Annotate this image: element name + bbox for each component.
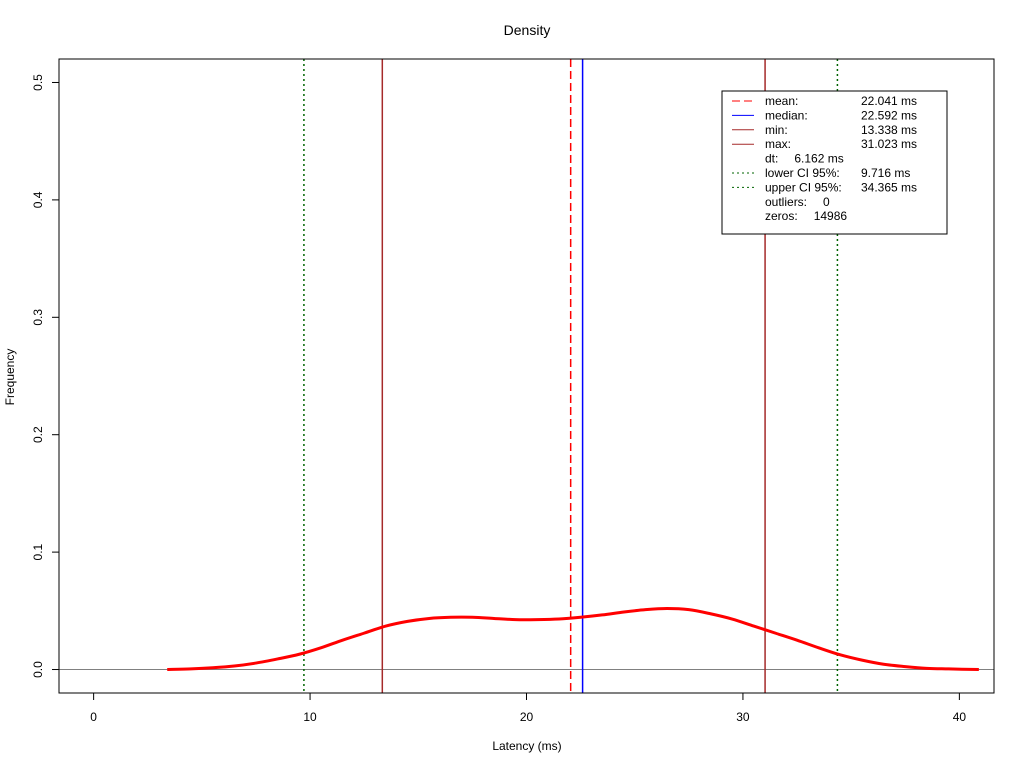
x-tick-label: 10 <box>303 710 317 724</box>
legend-value: 22.041 ms <box>861 94 917 108</box>
y-tick-label: 0.0 <box>31 661 45 678</box>
x-axis: 0 10 20 30 40 <box>90 692 967 724</box>
legend-value: 34.365 ms <box>861 180 917 194</box>
legend-value: 22.592 ms <box>861 108 917 122</box>
x-tick-label: 30 <box>736 710 750 724</box>
legend-label: lower CI 95%: <box>765 166 840 180</box>
legend-box <box>721 90 948 235</box>
x-axis-label: Latency (ms) <box>492 739 561 753</box>
y-axis: 0.0 0.1 0.2 0.3 0.4 0.5 <box>31 74 60 678</box>
y-axis-label: Frequency <box>3 349 17 406</box>
legend-label: mean: <box>765 94 798 108</box>
legend-value: 6.162 ms <box>794 152 843 166</box>
y-tick-label: 0.1 <box>31 543 45 560</box>
legend-label: zeros: <box>765 209 798 223</box>
legend-entry: lower CI 95%: 9.716 ms <box>732 166 910 180</box>
y-tick-label: 0.2 <box>31 426 45 443</box>
legend: mean: 22.041 ms median: 22.592 ms min: 13.338… <box>721 90 948 235</box>
x-tick-label: 20 <box>520 710 534 724</box>
x-tick-label: 0 <box>90 710 97 724</box>
y-tick-label: 0.4 <box>31 191 45 208</box>
legend-value: 0 <box>823 195 830 209</box>
legend-entry: min: 13.338 ms <box>732 123 917 137</box>
legend-entry: dt: 6.162 ms <box>765 152 844 166</box>
legend-label: min: <box>765 123 788 137</box>
legend-label: median: <box>765 108 808 122</box>
x-tick-label: 40 <box>953 710 967 724</box>
y-tick-label: 0.3 <box>31 309 45 326</box>
legend-value: 14986 <box>814 209 848 223</box>
legend-entry: zeros: 14986 <box>765 209 847 223</box>
legend-entry: outliers: 0 <box>765 195 830 209</box>
legend-value: 9.716 ms <box>861 166 910 180</box>
legend-entry: median: 22.592 ms <box>732 108 917 122</box>
legend-label: upper CI 95%: <box>765 180 842 194</box>
legend-value: 31.023 ms <box>861 137 917 151</box>
density-curve <box>167 606 979 672</box>
legend-entry: upper CI 95%: 34.365 ms <box>732 180 917 194</box>
legend-value: 13.338 ms <box>861 123 917 137</box>
chart-title: Density <box>504 22 551 38</box>
legend-label: max: <box>765 137 791 151</box>
legend-label: outliers: <box>765 195 807 209</box>
y-tick-label: 0.5 <box>31 74 45 91</box>
legend-entry: mean: 22.041 ms <box>732 94 917 108</box>
legend-entry: max: 31.023 ms <box>732 137 917 151</box>
legend-label: dt: <box>765 152 778 166</box>
